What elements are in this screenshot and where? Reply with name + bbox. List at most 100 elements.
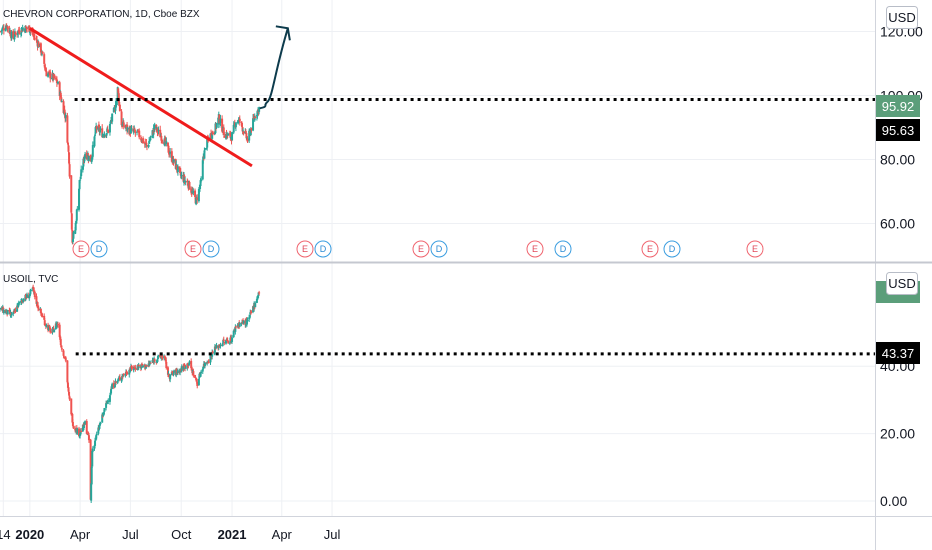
earnings-marker[interactable]: E bbox=[746, 240, 764, 258]
usoil-currency-label: USD bbox=[888, 276, 915, 291]
cvx-level-price-tag: 95.63 bbox=[876, 119, 920, 141]
candle bbox=[149, 135, 152, 141]
candle bbox=[258, 106, 261, 115]
candle bbox=[132, 368, 135, 373]
candle bbox=[249, 309, 252, 318]
candle bbox=[33, 33, 36, 41]
candle bbox=[120, 109, 123, 126]
candle bbox=[133, 365, 136, 369]
candle bbox=[49, 69, 52, 83]
candle bbox=[91, 446, 94, 453]
candle bbox=[168, 148, 171, 158]
candle bbox=[221, 115, 224, 133]
candle bbox=[16, 33, 19, 35]
candle bbox=[55, 76, 58, 87]
candle bbox=[72, 230, 75, 242]
candle bbox=[180, 171, 183, 180]
candle bbox=[66, 360, 69, 385]
dividend-marker[interactable]: D bbox=[554, 240, 572, 258]
candle bbox=[183, 174, 186, 185]
candle bbox=[176, 368, 179, 376]
candle bbox=[91, 141, 94, 160]
candle bbox=[192, 188, 195, 196]
candle bbox=[62, 349, 65, 358]
candle bbox=[163, 135, 166, 147]
candle bbox=[0, 30, 3, 36]
candle bbox=[76, 427, 79, 435]
dividend-marker[interactable]: D bbox=[314, 240, 332, 258]
candle bbox=[79, 179, 82, 184]
candle bbox=[28, 293, 31, 298]
candle bbox=[246, 136, 249, 143]
candle bbox=[64, 355, 67, 363]
resistance-trendline[interactable] bbox=[29, 27, 253, 168]
candle bbox=[18, 301, 21, 306]
candle bbox=[153, 358, 156, 363]
svg-text:D: D bbox=[320, 244, 327, 254]
projection-arrow[interactable] bbox=[259, 28, 289, 110]
dividend-marker[interactable]: D bbox=[202, 240, 220, 258]
candle bbox=[258, 290, 261, 296]
svg-text:E: E bbox=[190, 244, 196, 254]
candle bbox=[121, 373, 124, 382]
candle bbox=[111, 113, 114, 125]
candle bbox=[72, 425, 75, 429]
earnings-marker[interactable]: E bbox=[296, 240, 314, 258]
candle bbox=[134, 364, 137, 372]
candle bbox=[13, 28, 16, 40]
candle bbox=[130, 364, 133, 371]
earnings-marker[interactable]: E bbox=[412, 240, 430, 258]
candle bbox=[149, 362, 152, 364]
usoil-currency-button[interactable]: USD bbox=[886, 272, 918, 295]
candle bbox=[37, 305, 40, 311]
candle bbox=[89, 154, 92, 161]
dividend-marker[interactable]: D bbox=[90, 240, 108, 258]
candle bbox=[130, 125, 133, 131]
candle bbox=[157, 126, 160, 135]
time-tick-label: 2020 bbox=[15, 527, 44, 542]
earnings-marker[interactable]: E bbox=[72, 240, 90, 258]
candle bbox=[110, 386, 113, 396]
candle bbox=[122, 120, 125, 130]
candle bbox=[227, 340, 230, 344]
candle bbox=[22, 298, 25, 304]
candle bbox=[10, 29, 13, 41]
candle bbox=[229, 130, 232, 141]
candle bbox=[36, 301, 39, 308]
candle bbox=[24, 25, 27, 28]
candle bbox=[215, 342, 218, 349]
candle bbox=[74, 425, 77, 433]
candle bbox=[68, 162, 71, 179]
candle bbox=[17, 30, 20, 38]
candle bbox=[173, 159, 176, 164]
svg-text:E: E bbox=[302, 244, 308, 254]
earnings-marker[interactable]: E bbox=[184, 240, 202, 258]
candle bbox=[115, 98, 118, 108]
candle bbox=[55, 321, 58, 329]
candle bbox=[223, 131, 226, 138]
earnings-marker[interactable]: E bbox=[526, 240, 544, 258]
earnings-marker[interactable]: E bbox=[641, 240, 659, 258]
candle bbox=[167, 145, 170, 153]
candle bbox=[60, 345, 63, 348]
dividend-marker[interactable]: D bbox=[430, 240, 448, 258]
candle bbox=[14, 31, 17, 36]
svg-text:D: D bbox=[436, 244, 443, 254]
cvx-pane-title: CHEVRON CORPORATION, 1D, Cboe BZX bbox=[3, 9, 200, 20]
candle bbox=[93, 135, 96, 148]
candle bbox=[170, 148, 173, 163]
candle bbox=[68, 151, 71, 165]
candle bbox=[70, 212, 73, 232]
candle bbox=[39, 308, 42, 316]
cvx-currency-button[interactable]: USD bbox=[886, 6, 918, 29]
candle bbox=[71, 419, 74, 428]
candle bbox=[91, 448, 94, 468]
candle bbox=[116, 380, 119, 385]
dividend-marker[interactable]: D bbox=[663, 240, 681, 258]
candle bbox=[0, 307, 1, 312]
candle bbox=[161, 139, 164, 144]
candle bbox=[122, 373, 125, 377]
candle bbox=[6, 25, 9, 33]
candle bbox=[200, 176, 203, 184]
